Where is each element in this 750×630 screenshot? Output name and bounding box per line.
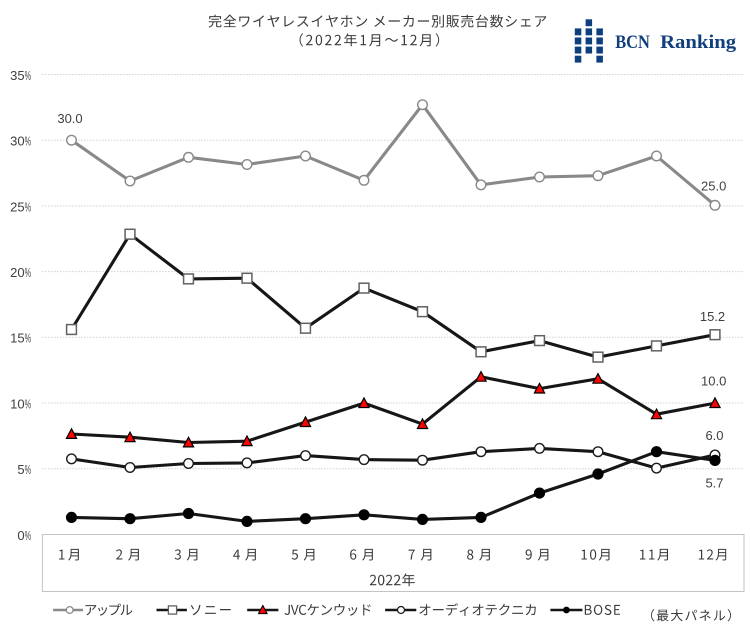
svg-text:%: % [25,265,32,280]
svg-text:%: % [25,331,32,346]
svg-text:20: 20 [10,265,24,280]
svg-text:5.7: 5.7 [705,475,723,490]
svg-text:5: 5 [17,462,24,477]
svg-text:BCN: BCN [615,32,650,53]
svg-text:0: 0 [17,528,24,543]
svg-text:30: 30 [10,134,24,149]
svg-text:10: 10 [10,396,24,411]
svg-text:Ranking: Ranking [660,32,737,53]
svg-text:%: % [25,528,32,543]
svg-text:15.2: 15.2 [700,309,725,324]
svg-text:%: % [25,134,32,149]
svg-text:%: % [25,462,32,477]
svg-text:%: % [25,199,32,214]
svg-text:25: 25 [10,199,24,214]
svg-text:35: 35 [10,68,24,83]
svg-text:30.0: 30.0 [57,111,82,126]
svg-text:25.0: 25.0 [701,179,726,194]
svg-text:6.0: 6.0 [705,428,723,443]
svg-text:%: % [25,68,32,83]
svg-text:10.0: 10.0 [701,374,726,389]
svg-text:15: 15 [10,331,24,346]
svg-text:%: % [25,396,32,411]
